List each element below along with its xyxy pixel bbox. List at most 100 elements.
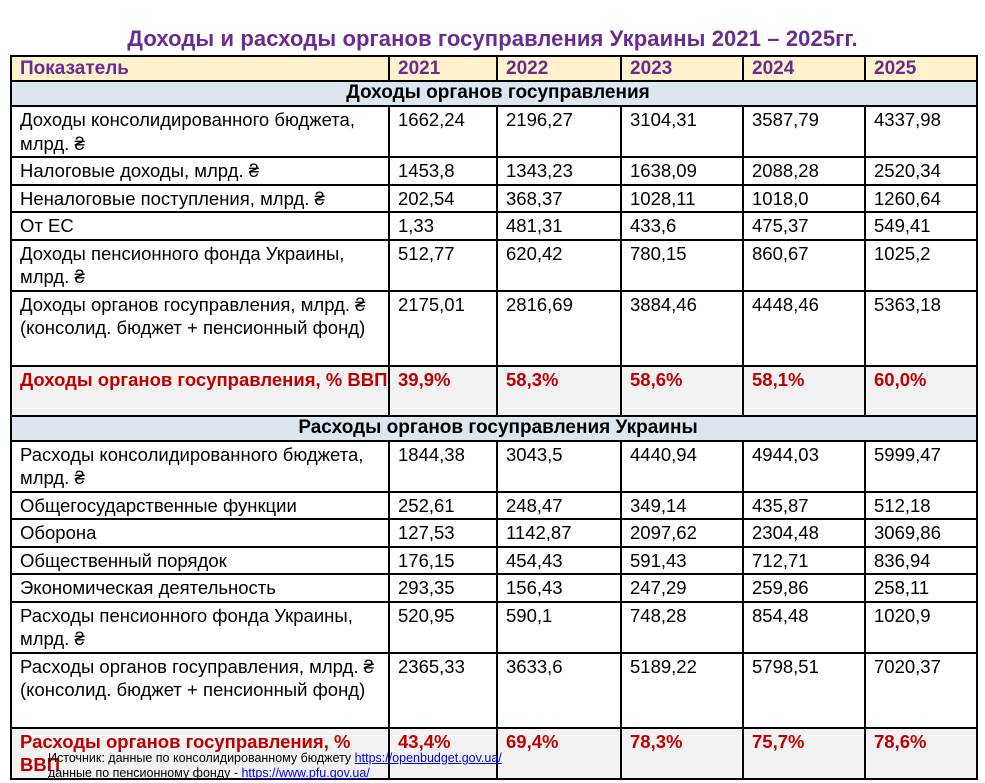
row-label: Общественный порядок: [10, 545, 390, 575]
value-cell: 1025,2: [864, 238, 978, 292]
source-line-budget: Источник: данные по консолидированному б…: [48, 751, 502, 766]
value-cell: 481,31: [496, 211, 622, 241]
value-cell: 2097,62: [620, 518, 744, 548]
table-row: От ЕС 1,33 481,31 433,6 475,37 549,41: [10, 211, 978, 241]
value-cell: 3884,46: [620, 289, 744, 367]
value-cell: 3633,6: [496, 651, 622, 729]
percent-cell: 43,4%: [388, 726, 498, 780]
row-label: От ЕС: [10, 211, 390, 241]
section-heading-row: Расходы органов госуправления Украины: [10, 414, 978, 442]
value-cell: 4944,03: [742, 439, 866, 493]
table-row: Неналоговые поступления, млрд. ₴ 202,54 36…: [10, 183, 978, 213]
percent-cell: 60,0%: [864, 364, 978, 417]
value-cell: 512,18: [864, 490, 978, 520]
table-row: Расходы органов госуправления, млрд. ₴ (…: [10, 651, 978, 729]
value-cell: 176,15: [388, 545, 498, 575]
table-row: Доходы консолидированного бюджета, млрд.…: [10, 105, 978, 158]
value-cell: 1260,64: [864, 183, 978, 213]
column-header: 2023: [620, 55, 744, 82]
value-cell: 252,61: [388, 490, 498, 520]
row-label: Общегосударственные функции: [10, 490, 390, 520]
value-cell: 156,43: [496, 573, 622, 603]
source-text: Источник: данные по консолидированному б…: [48, 751, 355, 765]
gdp-percent-row: Расходы органов госуправления, % ВВП 43,4…: [10, 726, 978, 780]
percent-cell: 78,3%: [620, 726, 744, 780]
value-cell: 3587,79: [742, 105, 866, 158]
value-cell: 127,53: [388, 518, 498, 548]
value-cell: 247,29: [620, 573, 744, 603]
row-label: Расходы консолидированного бюджета, млрд…: [10, 439, 390, 493]
page-title: Доходы и расходы органов госуправления У…: [127, 26, 858, 51]
value-cell: 2365,33: [388, 651, 498, 729]
value-cell: 836,94: [864, 545, 978, 575]
table-row: Расходы консолидированного бюджета, млрд…: [10, 439, 978, 493]
value-cell: 293,35: [388, 573, 498, 603]
value-cell: 5999,47: [864, 439, 978, 493]
value-cell: 591,43: [620, 545, 744, 575]
value-cell: 1638,09: [620, 156, 744, 186]
table-row: Доходы пенсионного фонда Украины, млрд. …: [10, 238, 978, 292]
value-cell: 368,37: [496, 183, 622, 213]
value-cell: 748,28: [620, 600, 744, 654]
value-cell: 549,41: [864, 211, 978, 241]
row-label: Оборона: [10, 518, 390, 548]
table-row: Налоговые доходы, млрд. ₴ 1453,8 1343,23 16…: [10, 156, 978, 186]
table-row: Расходы пенсионного фонда Украины, млрд.…: [10, 600, 978, 654]
value-cell: 1018,0: [742, 183, 866, 213]
value-cell: 435,87: [742, 490, 866, 520]
value-cell: 4448,46: [742, 289, 866, 367]
row-label: Неналоговые поступления, млрд. ₴: [10, 183, 390, 213]
gdp-percent-row: Доходы органов госуправления, % ВВП 39,9%…: [10, 364, 978, 417]
value-cell: 2175,01: [388, 289, 498, 367]
value-cell: 5798,51: [742, 651, 866, 729]
column-header: 2021: [388, 55, 498, 82]
source-note: Источник: данные по консолидированному б…: [48, 751, 502, 781]
value-cell: 1142,87: [496, 518, 622, 548]
value-cell: 4337,98: [864, 105, 978, 158]
percent-cell: 58,6%: [620, 364, 744, 417]
value-cell: 2088,28: [742, 156, 866, 186]
value-cell: 475,37: [742, 211, 866, 241]
value-cell: 5189,22: [620, 651, 744, 729]
value-cell: 1453,8: [388, 156, 498, 186]
row-label: Доходы консолидированного бюджета, млрд.…: [10, 105, 390, 158]
value-cell: 433,6: [620, 211, 744, 241]
value-cell: 1844,38: [388, 439, 498, 493]
table-row: Общегосударственные функции 252,61 248,47 3…: [10, 490, 978, 520]
column-header: 2024: [742, 55, 866, 82]
budget-table: Показатель 2021 2022 2023 2024 2025 Дохо…: [10, 55, 978, 780]
openbudget-link[interactable]: https://openbudget.gov.ua/: [354, 751, 502, 765]
value-cell: 1662,24: [388, 105, 498, 158]
column-header: 2022: [496, 55, 622, 82]
row-label: Доходы органов госуправления, % ВВП: [10, 364, 390, 417]
value-cell: 1028,11: [620, 183, 744, 213]
table-row: Экономическая деятельность 293,35 156,43 24…: [10, 573, 978, 603]
value-cell: 3069,86: [864, 518, 978, 548]
value-cell: 2304,48: [742, 518, 866, 548]
value-cell: 620,42: [496, 238, 622, 292]
table-row: Общественный порядок 176,15 454,43 591,43 71…: [10, 545, 978, 575]
value-cell: 7020,37: [864, 651, 978, 729]
value-cell: 780,15: [620, 238, 744, 292]
value-cell: 860,67: [742, 238, 866, 292]
row-label: Экономическая деятельность: [10, 573, 390, 603]
section-heading: Доходы органов госуправления: [10, 80, 978, 107]
value-cell: 349,14: [620, 490, 744, 520]
value-cell: 2196,27: [496, 105, 622, 158]
pfu-link[interactable]: https://www.pfu.gov.ua/: [241, 766, 370, 780]
table-row: Доходы органов госуправления, млрд. ₴ (к…: [10, 289, 978, 367]
column-header: 2025: [864, 55, 978, 82]
percent-cell: 58,1%: [742, 364, 866, 417]
section-heading-row: Доходы органов госуправления: [10, 80, 978, 107]
column-header: Показатель: [10, 55, 390, 82]
value-cell: 5363,18: [864, 289, 978, 367]
value-cell: 2520,34: [864, 156, 978, 186]
source-text: данные по пенсионному фонду -: [48, 766, 242, 780]
percent-cell: 78,6%: [864, 726, 978, 780]
row-label: Расходы органов госуправления, % ВВП: [10, 726, 390, 780]
value-cell: 259,86: [742, 573, 866, 603]
value-cell: 1020,9: [864, 600, 978, 654]
value-cell: 248,47: [496, 490, 622, 520]
row-label: Расходы органов госуправления, млрд. ₴ (…: [10, 651, 390, 729]
value-cell: 590,1: [496, 600, 622, 654]
